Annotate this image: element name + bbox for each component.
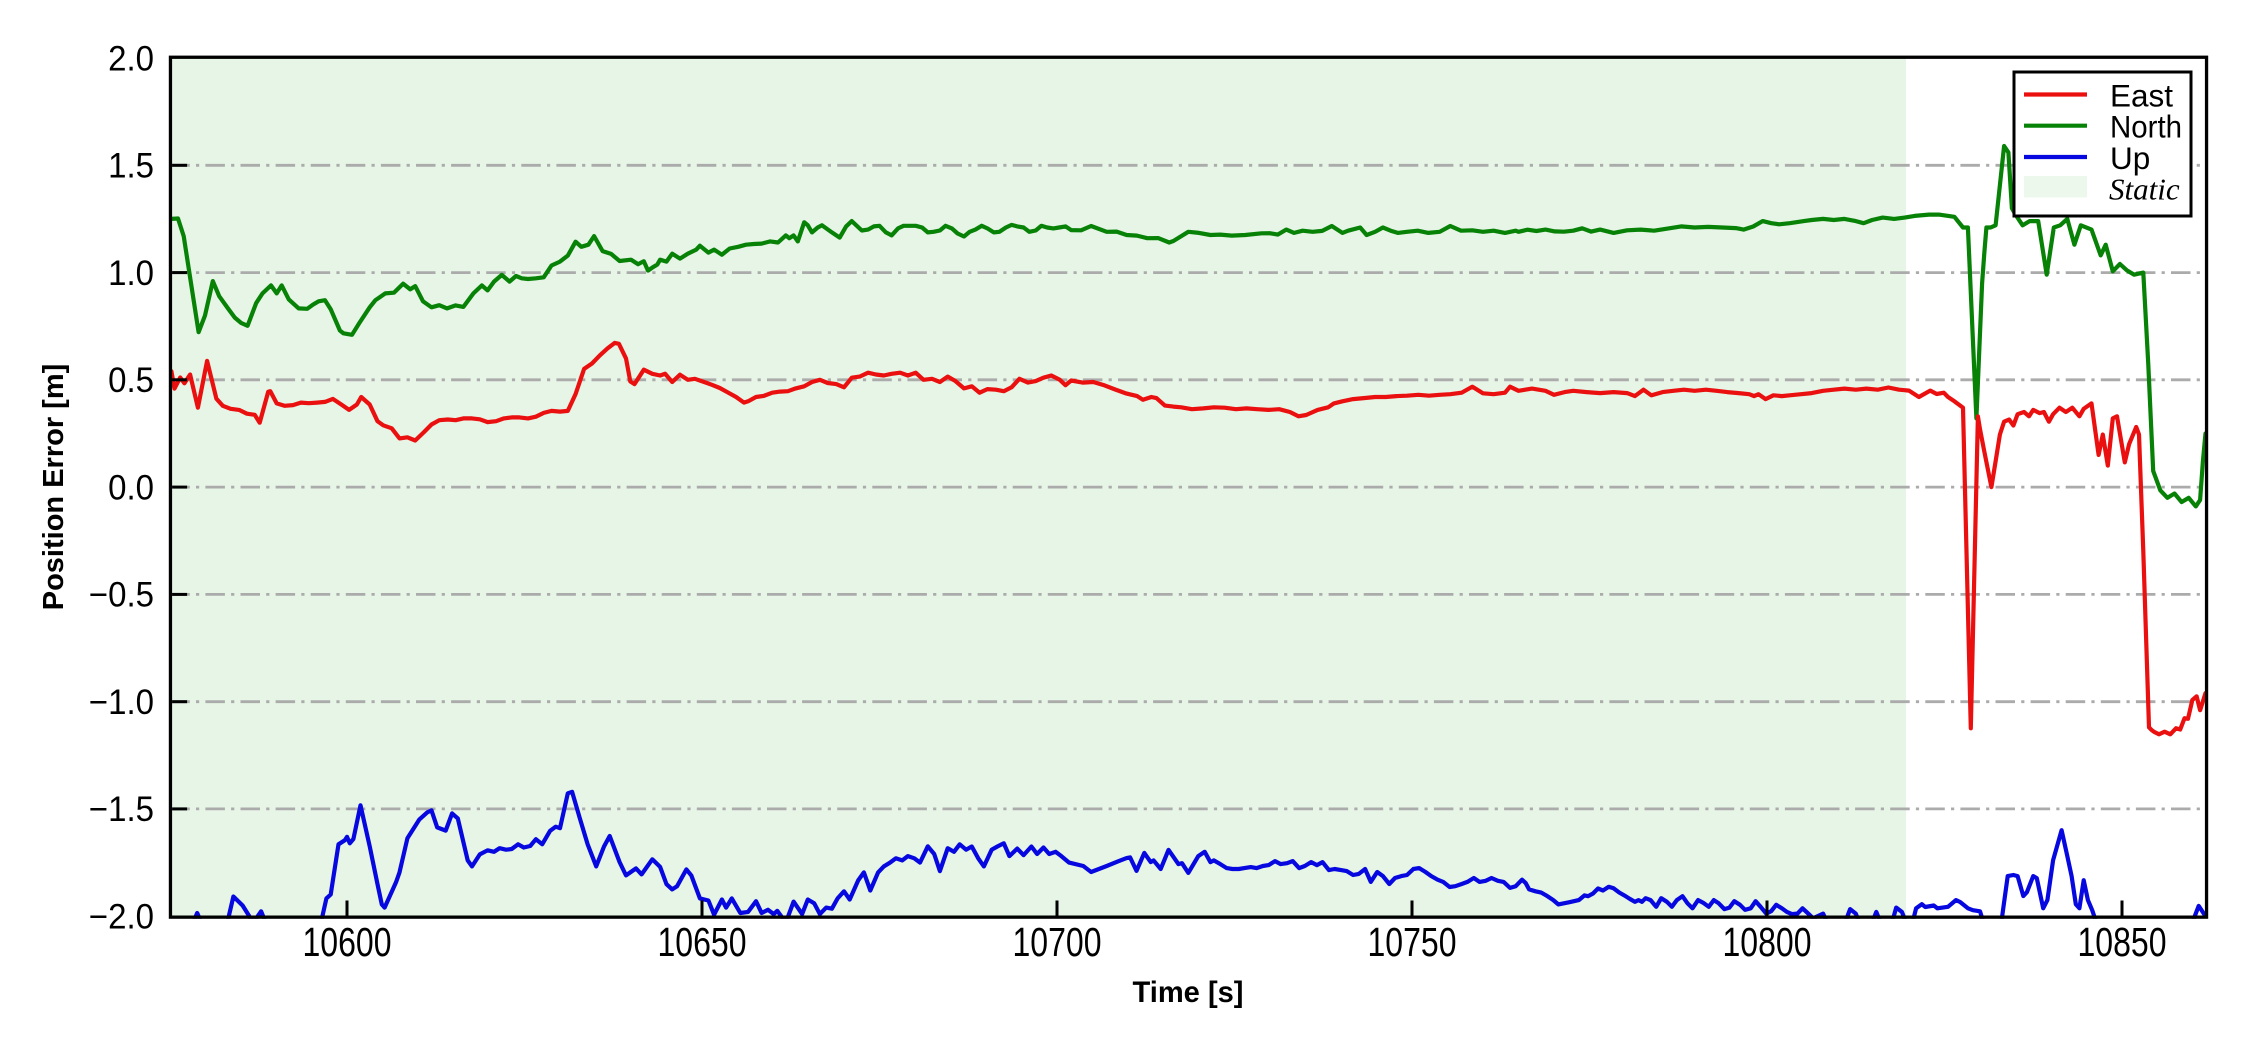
- svg-text:10700: 10700: [1013, 919, 1102, 965]
- svg-text:0.5: 0.5: [108, 360, 154, 400]
- svg-text:10600: 10600: [303, 919, 392, 965]
- svg-text:−0.5: −0.5: [89, 575, 154, 615]
- svg-text:−1.0: −1.0: [89, 682, 154, 722]
- svg-text:−1.5: −1.5: [89, 789, 154, 829]
- svg-text:1.5: 1.5: [108, 146, 154, 186]
- svg-text:0.0: 0.0: [108, 467, 154, 507]
- svg-text:10750: 10750: [1368, 919, 1457, 965]
- svg-text:10650: 10650: [658, 919, 747, 965]
- svg-text:10850: 10850: [2078, 919, 2167, 965]
- svg-text:1.0: 1.0: [108, 253, 154, 293]
- svg-text:North: North: [2110, 109, 2182, 145]
- svg-text:Up: Up: [2110, 140, 2150, 176]
- svg-text:East: East: [2110, 78, 2173, 114]
- svg-text:Static: Static: [2109, 172, 2180, 207]
- svg-text:−2.0: −2.0: [89, 897, 154, 937]
- svg-text:Time [s]: Time [s]: [1133, 976, 1244, 1009]
- svg-text:2.0: 2.0: [108, 38, 154, 78]
- svg-text:10800: 10800: [1723, 919, 1812, 965]
- svg-text:Position Error [m]: Position Error [m]: [38, 364, 70, 611]
